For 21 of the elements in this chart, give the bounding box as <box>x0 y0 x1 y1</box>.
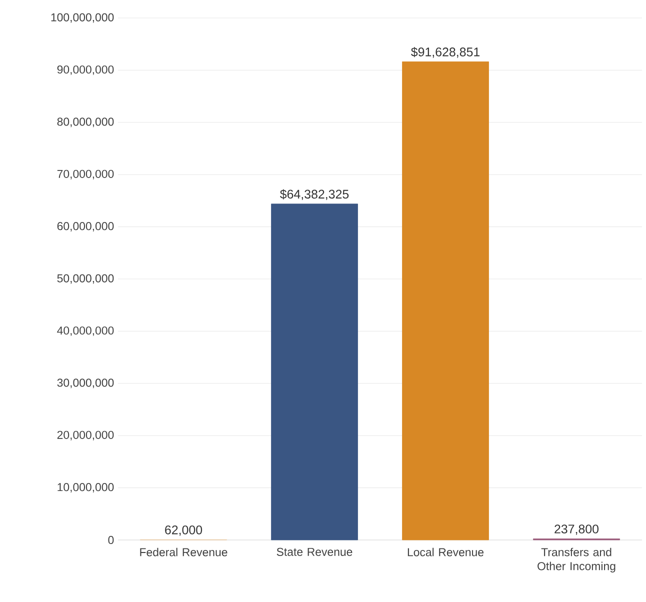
y-tick-label: 100,000,000 <box>51 13 114 23</box>
y-tick-label: 80,000,000 <box>57 118 114 128</box>
y-tick-label: 20,000,000 <box>57 430 114 440</box>
x-tick-label: State Revenue <box>276 548 352 556</box>
y-tick-label: 30,000,000 <box>57 378 114 388</box>
data-label: 62,000 <box>165 526 202 536</box>
y-tick-label: 40,000,000 <box>57 326 114 336</box>
x-tick-label: Transfers and Other Incoming <box>538 548 616 572</box>
y-tick-label: 60,000,000 <box>57 222 114 232</box>
data-label: $64,382,325 <box>280 189 349 200</box>
data-label: 237,800 <box>554 524 599 535</box>
bar <box>402 61 489 540</box>
y-tick-label: 70,000,000 <box>57 170 114 180</box>
y-tick-label: 10,000,000 <box>58 483 114 493</box>
x-tick-label: Federal Revenue <box>140 548 228 556</box>
x-tick-label: Local Revenue <box>408 548 484 556</box>
y-tick-label: 50,000,000 <box>57 274 114 284</box>
data-label: $91,628,851 <box>411 47 480 58</box>
bar <box>271 204 358 540</box>
y-tick-label: 0 <box>108 536 114 544</box>
y-tick-label: 90,000,000 <box>57 65 114 75</box>
